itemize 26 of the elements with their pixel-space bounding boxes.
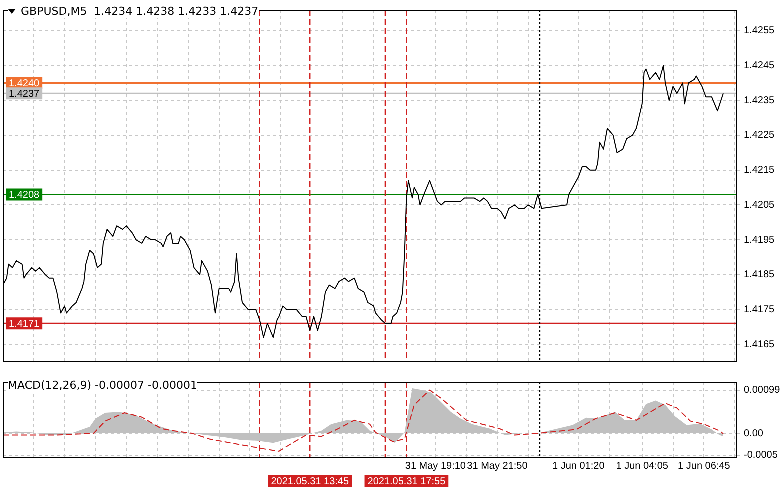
x-tick-label: 31 May 19:10 <box>405 460 466 472</box>
x-tick-label: 1 Jun 04:05 <box>616 460 669 472</box>
chart-title: MACD(12,26,9) -0.00007 -0.00001 <box>8 379 198 392</box>
ref-line-label: 1.4240 <box>9 78 40 90</box>
ref-line-label: 1.4171 <box>9 318 40 330</box>
x-tick-label: 1 Jun 01:20 <box>552 460 606 472</box>
x-tick-label: 1 Jun 06:45 <box>678 460 731 472</box>
y-tick-label: 1.4225 <box>744 130 776 142</box>
y-tick-label: 1.4195 <box>744 234 776 246</box>
y-tick-label: -0.0005 <box>744 450 778 462</box>
y-tick-label: 0.00 <box>744 428 764 440</box>
y-tick-label: 1.4255 <box>744 26 776 37</box>
ref-line-label: 2021.05.31 17:55 <box>368 476 446 488</box>
ref-line-label: 1.4237 <box>9 88 40 100</box>
y-tick-label: 1.4185 <box>744 270 776 281</box>
ref-line-label: 2021.05.31 13:45 <box>271 476 350 488</box>
y-tick-label: 1.4235 <box>744 95 776 106</box>
y-tick-label: 1.4245 <box>744 60 776 72</box>
x-tick-label: 31 May 21:50 <box>467 460 528 472</box>
y-tick-label: 1.4165 <box>744 339 776 350</box>
chart-title: GBPUSD,M5 1.4234 1.4238 1.4233 1.4237 <box>21 5 259 18</box>
ref-line-label: 1.4208 <box>9 190 40 201</box>
y-tick-label: 1.4205 <box>744 200 776 211</box>
y-tick-label: 1.4175 <box>744 304 776 316</box>
y-tick-label: 1.4215 <box>744 165 776 176</box>
y-tick-label: 0.00099 <box>744 385 781 396</box>
